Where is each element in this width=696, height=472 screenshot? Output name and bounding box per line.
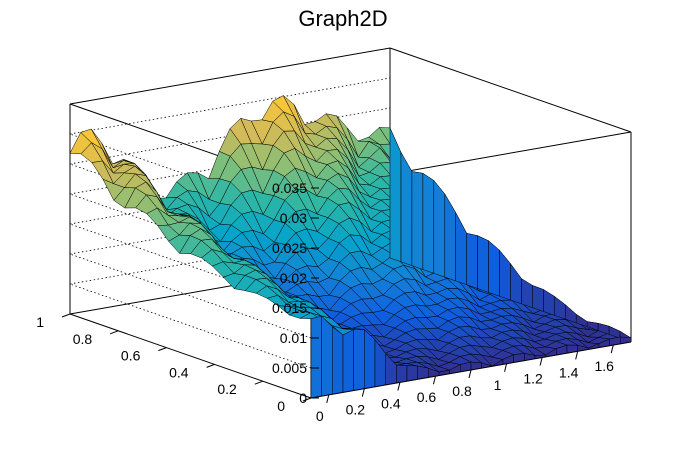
left-wall-grid-line: [69, 283, 312, 369]
y-tick-mark: [61, 313, 71, 318]
x-tick-label: 0: [316, 408, 324, 424]
left-wall-grid-line: [69, 223, 312, 309]
y-tick-mark: [206, 363, 215, 368]
surface-front-cell: [353, 329, 365, 391]
surface-front-cell: [396, 364, 408, 384]
x-tick-mark: [397, 382, 401, 391]
surface-side-cell: [411, 171, 424, 270]
z-tick-label: 0.03: [280, 210, 307, 226]
left-wall-grid-line: [69, 193, 312, 279]
surface-side-cell: [389, 127, 402, 263]
y-tick-label: 0.6: [121, 348, 141, 364]
x-tick-label: 1.4: [559, 364, 579, 380]
axis-tick-labels: 0 0.005 0.01 0.015 0.02 0.025 0.03 0.035 0 0.2 0.4…: [36, 180, 614, 424]
surface-side-cell: [532, 285, 544, 312]
surface-side-cell: [499, 250, 511, 301]
right-top-edge: [389, 47, 632, 133]
x-tick-label: 1.6: [594, 358, 614, 374]
x-tick-mark: [468, 369, 472, 379]
y-tick-label: 0: [277, 398, 285, 414]
y-tick-mark: [254, 380, 263, 385]
z-tick-label: 0: [299, 390, 307, 406]
surface-front-cell: [332, 326, 344, 395]
back-top-edge: [69, 47, 391, 105]
y-tick-label: 0.2: [217, 381, 237, 397]
y-tick-mark: [158, 347, 167, 352]
surface-front-cell: [310, 315, 322, 399]
surface-side-cell: [400, 152, 413, 266]
z-tick-label: 0.025: [272, 240, 307, 256]
left-wall-grid-line: [69, 133, 312, 219]
surface-front-cell: [342, 329, 354, 393]
surface-side-cell: [477, 235, 489, 293]
x-tick-label: 1.2: [523, 371, 543, 387]
chart-title: Graph2D: [298, 6, 387, 31]
y-tick-label: 0.4: [169, 364, 189, 380]
x-tick-mark: [504, 363, 508, 372]
surface-front-cell: [406, 365, 418, 382]
y-tick-mark: [302, 397, 312, 402]
z-tick-label: 0.015: [272, 300, 307, 316]
x-tick-mark: [539, 357, 543, 366]
surface-side-cell: [554, 296, 566, 320]
x-tick-label: 0.2: [346, 402, 366, 418]
y-tick-label: 0.8: [73, 331, 93, 347]
x-tick-label: 1: [494, 377, 502, 393]
y-tick-label: 1: [36, 314, 44, 330]
x-tick-label: 0.6: [417, 389, 437, 405]
left-wall-grid-line: [69, 253, 312, 339]
surface-plot: [69, 95, 632, 399]
surface-side-cell: [488, 240, 500, 297]
left-floor-edge: [69, 313, 312, 399]
surface-front-cell: [364, 329, 376, 389]
surface-side-cell: [466, 233, 478, 289]
x-tick-mark: [575, 351, 579, 360]
front-frame: [61, 187, 632, 404]
x-tick-mark: [432, 376, 436, 385]
surface-front-cell: [321, 315, 333, 397]
surface-side-cell: [422, 173, 435, 274]
surface-side-cell: [444, 193, 456, 282]
x-tick-label: 0.8: [452, 383, 472, 399]
surface-side-cell: [521, 278, 533, 308]
surface-side-cell: [510, 263, 522, 305]
z-tick-label: 0.005: [272, 360, 307, 376]
x-tick-label: 0.4: [381, 395, 401, 411]
surface-side-cell: [455, 212, 467, 285]
z-tick-label: 0.035: [272, 180, 307, 196]
x-tick-mark: [610, 344, 614, 354]
x-tick-mark: [361, 388, 365, 397]
y-tick-mark: [110, 330, 119, 335]
surface-side-cell: [543, 289, 555, 316]
z-tick-label: 0.01: [280, 330, 307, 346]
x-tick-mark: [326, 394, 330, 404]
z-tick-label: 0.02: [280, 270, 307, 286]
surface-side-cell: [433, 180, 446, 278]
